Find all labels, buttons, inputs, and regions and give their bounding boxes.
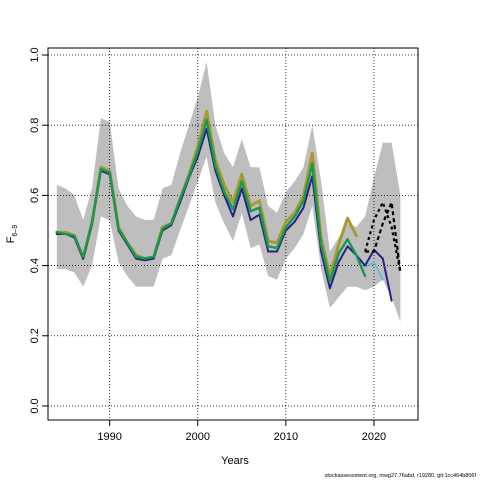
caption: stockassessment.org, mwg27.76abd, r19280… <box>325 473 477 479</box>
y-tick-label: 0.2 <box>29 328 41 343</box>
series-line-1 <box>55 109 358 278</box>
y-axis-title-subscript: 6–9 <box>12 225 19 237</box>
plot-frame <box>47 47 419 421</box>
x-tick-label: 2000 <box>186 431 210 443</box>
y-axis-title-main: F <box>5 236 17 243</box>
x-axis-title: Years <box>221 455 249 467</box>
x-tick-label: 1990 <box>97 431 121 443</box>
y-tick-label: 1.0 <box>29 47 41 62</box>
grid-layer <box>48 48 418 420</box>
x-tick-label: 2020 <box>362 431 386 443</box>
series-line-5 <box>365 201 402 273</box>
y-tick-label: 0.4 <box>29 258 41 273</box>
series-layer <box>55 109 402 302</box>
y-tick-label: 0.0 <box>29 398 41 413</box>
svg-text:F6–9: F6–9 <box>5 225 19 244</box>
y-axis-title: F6–9 <box>5 225 19 244</box>
axis-layer: 1990 2000 2010 2020 0.0 0.2 0.4 0.6 0.8 1.0 <box>29 47 386 443</box>
y-tick-label: 0.6 <box>29 188 41 203</box>
x-tick-label: 2010 <box>274 431 298 443</box>
series-line-4 <box>364 261 384 281</box>
y-tick-label: 0.8 <box>29 118 41 133</box>
series-line-3 <box>55 118 367 283</box>
